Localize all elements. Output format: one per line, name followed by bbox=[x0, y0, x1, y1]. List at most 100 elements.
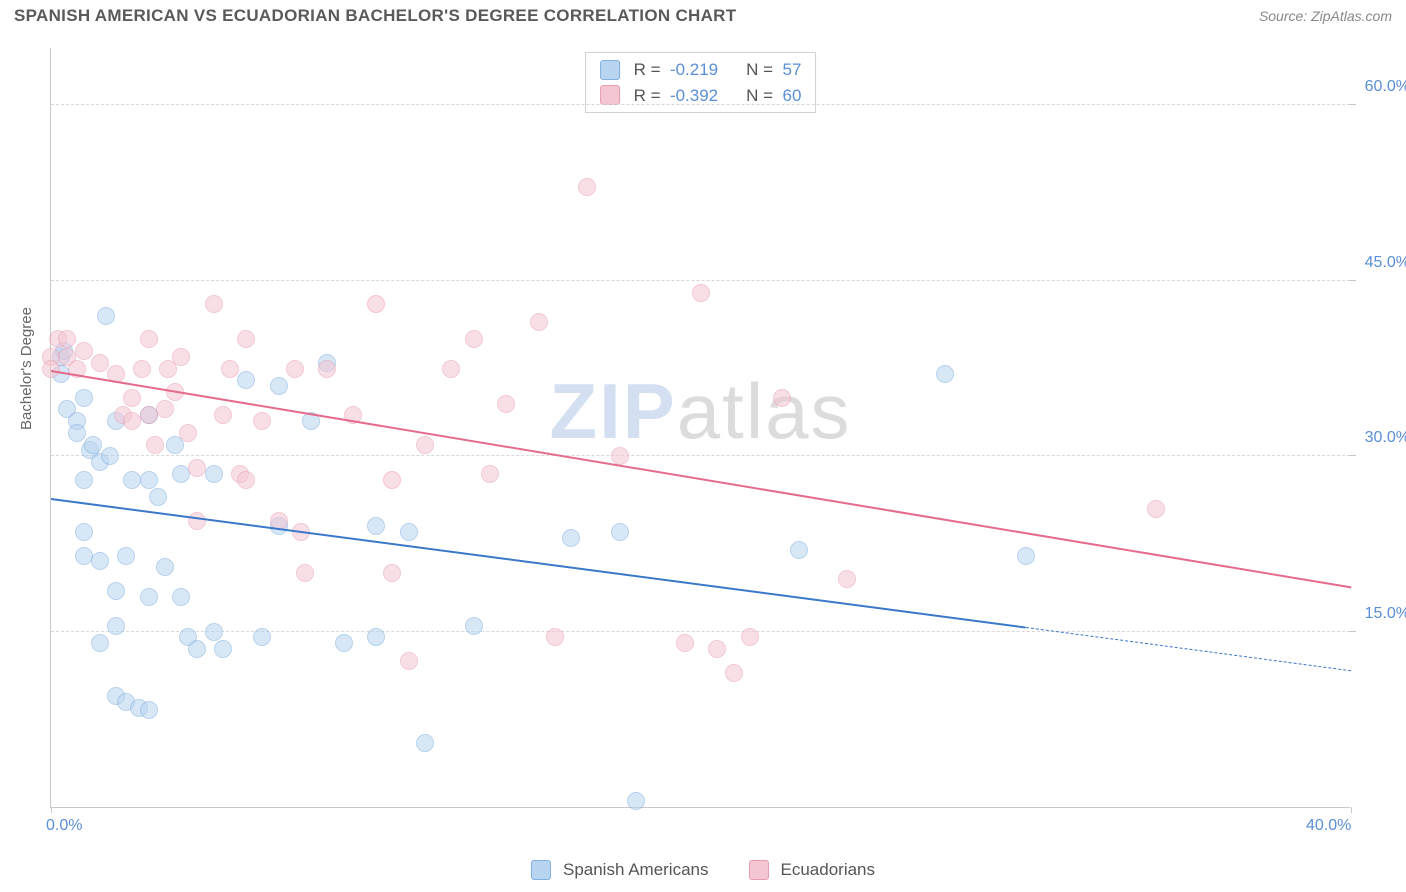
scatter-point bbox=[936, 365, 954, 383]
legend-item: Ecuadorians bbox=[749, 860, 876, 880]
scatter-point bbox=[383, 564, 401, 582]
scatter-point bbox=[318, 360, 336, 378]
scatter-point bbox=[221, 360, 239, 378]
scatter-point bbox=[692, 284, 710, 302]
scatter-point bbox=[253, 628, 271, 646]
scatter-point bbox=[188, 512, 206, 530]
gridline bbox=[51, 455, 1350, 456]
scatter-point bbox=[91, 354, 109, 372]
scatter-point bbox=[708, 640, 726, 658]
series-swatch bbox=[749, 860, 769, 880]
scatter-point bbox=[270, 377, 288, 395]
scatter-point bbox=[146, 436, 164, 454]
ytick-label: 30.0% bbox=[1365, 429, 1406, 447]
stats-row: R = -0.219 N = 57 bbox=[600, 57, 802, 83]
xtick-label: 40.0% bbox=[1306, 817, 1351, 835]
scatter-point bbox=[465, 617, 483, 635]
scatter-point bbox=[205, 465, 223, 483]
scatter-point bbox=[188, 640, 206, 658]
scatter-point bbox=[75, 389, 93, 407]
trend-line bbox=[51, 498, 1026, 629]
scatter-point bbox=[75, 523, 93, 541]
watermark: ZIPatlas bbox=[549, 366, 851, 457]
r-label: R = -0.219 bbox=[634, 57, 719, 83]
ytick-label: 60.0% bbox=[1365, 78, 1406, 96]
scatter-point bbox=[367, 517, 385, 535]
scatter-point bbox=[790, 541, 808, 559]
legend-label: Spanish Americans bbox=[563, 860, 709, 880]
scatter-point bbox=[546, 628, 564, 646]
scatter-point bbox=[725, 664, 743, 682]
scatter-point bbox=[237, 471, 255, 489]
scatter-point bbox=[530, 313, 548, 331]
ytick-mark bbox=[1350, 104, 1356, 105]
scatter-point bbox=[214, 406, 232, 424]
scatter-point bbox=[84, 436, 102, 454]
scatter-point bbox=[383, 471, 401, 489]
chart-source: Source: ZipAtlas.com bbox=[1259, 8, 1392, 24]
n-label: N = 57 bbox=[746, 57, 801, 83]
scatter-point bbox=[101, 447, 119, 465]
xtick-mark bbox=[51, 807, 52, 813]
legend-label: Ecuadorians bbox=[781, 860, 876, 880]
gridline bbox=[51, 280, 1350, 281]
scatter-point bbox=[149, 488, 167, 506]
scatter-point bbox=[97, 307, 115, 325]
scatter-point bbox=[172, 348, 190, 366]
scatter-point bbox=[400, 523, 418, 541]
scatter-point bbox=[214, 640, 232, 658]
scatter-point bbox=[107, 582, 125, 600]
scatter-point bbox=[367, 628, 385, 646]
scatter-point bbox=[188, 459, 206, 477]
ytick-mark bbox=[1350, 631, 1356, 632]
scatter-point bbox=[75, 342, 93, 360]
scatter-point bbox=[140, 471, 158, 489]
scatter-point bbox=[205, 295, 223, 313]
scatter-point bbox=[107, 617, 125, 635]
scatter-point bbox=[91, 634, 109, 652]
gridline bbox=[51, 104, 1350, 105]
scatter-point bbox=[416, 436, 434, 454]
scatter-point bbox=[140, 330, 158, 348]
scatter-point bbox=[42, 360, 60, 378]
ytick-label: 45.0% bbox=[1365, 254, 1406, 272]
scatter-point bbox=[1147, 500, 1165, 518]
chart-title: SPANISH AMERICAN VS ECUADORIAN BACHELOR'… bbox=[14, 6, 736, 26]
scatter-point bbox=[741, 628, 759, 646]
scatter-point bbox=[75, 471, 93, 489]
scatter-point bbox=[465, 330, 483, 348]
series-swatch bbox=[600, 60, 620, 80]
scatter-point bbox=[442, 360, 460, 378]
scatter-point bbox=[611, 523, 629, 541]
scatter-point bbox=[179, 424, 197, 442]
scatter-point bbox=[676, 634, 694, 652]
scatter-point bbox=[140, 701, 158, 719]
scatter-point bbox=[205, 623, 223, 641]
scatter-point bbox=[156, 558, 174, 576]
scatter-point bbox=[296, 564, 314, 582]
scatter-point bbox=[140, 588, 158, 606]
scatter-point bbox=[773, 389, 791, 407]
scatter-point bbox=[838, 570, 856, 588]
ytick-mark bbox=[1350, 455, 1356, 456]
scatter-point bbox=[172, 588, 190, 606]
scatter-point bbox=[400, 652, 418, 670]
series-swatch bbox=[531, 860, 551, 880]
scatter-point bbox=[627, 792, 645, 810]
scatter-point bbox=[117, 547, 135, 565]
scatter-point bbox=[562, 529, 580, 547]
scatter-point bbox=[611, 447, 629, 465]
scatter-point bbox=[367, 295, 385, 313]
gridline bbox=[51, 631, 1350, 632]
xtick-label: 0.0% bbox=[46, 817, 82, 835]
scatter-point bbox=[91, 552, 109, 570]
scatter-point bbox=[133, 360, 151, 378]
series-swatch bbox=[600, 85, 620, 105]
scatter-point bbox=[578, 178, 596, 196]
y-axis-label: Bachelor's Degree bbox=[18, 307, 35, 430]
series-legend: Spanish Americans Ecuadorians bbox=[531, 860, 875, 880]
scatter-point bbox=[237, 371, 255, 389]
scatter-point bbox=[237, 330, 255, 348]
scatter-point bbox=[481, 465, 499, 483]
scatter-point bbox=[335, 634, 353, 652]
